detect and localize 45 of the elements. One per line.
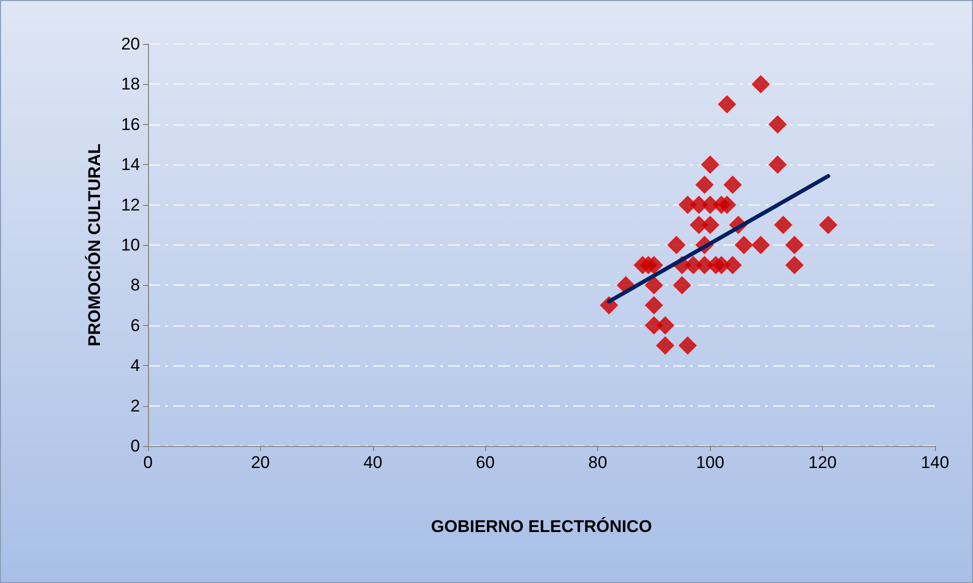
point [768,156,787,174]
y-tick-label: 0 [130,436,140,456]
point [752,236,770,254]
point [785,256,804,274]
x-tick-label: 20 [250,453,270,472]
point [724,256,742,274]
y-tick-label: 8 [130,276,140,295]
x-tick-label: 40 [363,453,382,472]
point [696,176,714,194]
y-tick-label: 14 [121,155,140,174]
point [774,216,792,234]
x-tick-label: 80 [588,453,608,472]
point [678,336,697,354]
y-tick-label: 6 [130,316,140,335]
x-axis-title: GOBIERNO ELECTRÓNICO [430,516,652,536]
y-tick-label: 2 [130,396,140,416]
point [656,316,674,334]
point [644,256,663,274]
x-tick-label: 60 [476,453,495,472]
x-tick-label: 0 [143,453,153,472]
point [718,196,736,214]
x-tick-label: 100 [696,453,724,472]
point [673,276,692,294]
x-tick-label: 140 [920,453,950,472]
y-axis-title: PROMOCIÓN CULTURAL [84,144,104,346]
point [785,236,804,254]
point [819,216,838,234]
y-tick-label: 20 [121,34,140,54]
point [752,75,770,94]
point [644,296,663,314]
y-tick-label: 12 [121,195,140,214]
point [724,176,742,194]
y-tick-label: 10 [121,236,140,254]
y-tick-label: 4 [130,356,140,376]
point [701,156,720,174]
point [701,216,720,234]
point [718,95,736,114]
point [656,336,674,354]
point [644,276,663,294]
point [768,115,787,134]
y-tick-label: 16 [121,114,140,134]
point [667,236,686,254]
x-tick-label: 120 [808,453,837,472]
point [734,236,753,254]
y-tick-label: 18 [121,74,140,94]
